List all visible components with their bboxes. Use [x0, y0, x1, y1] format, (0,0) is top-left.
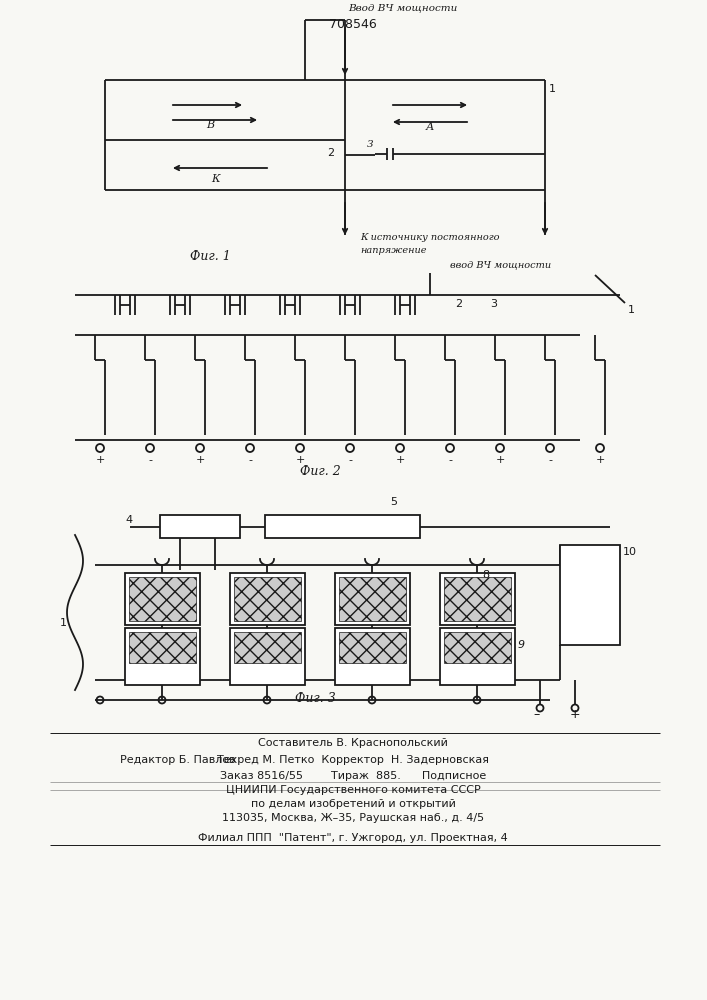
Text: Фиг. 2: Фиг. 2 [300, 465, 341, 478]
Bar [335, 628, 410, 685]
Text: 8: 8 [482, 570, 489, 580]
Text: В: В [206, 120, 214, 130]
Text: Составитель В. Краснопольский: Составитель В. Краснопольский [258, 738, 448, 748]
Text: 4: 4 [125, 515, 132, 525]
Bar [444, 577, 511, 621]
Bar [440, 628, 515, 685]
Text: напряжение: напряжение [360, 246, 426, 255]
Bar [234, 577, 301, 621]
Text: 708546: 708546 [329, 17, 377, 30]
Text: -: - [148, 455, 152, 465]
Text: 1: 1 [628, 305, 635, 315]
Text: Фиг. 1: Фиг. 1 [190, 250, 230, 263]
Text: Ввод ВЧ мощности: Ввод ВЧ мощности [348, 3, 457, 12]
Text: -: - [348, 455, 352, 465]
Text: Филиал ППП  "Патент", г. Ужгород, ул. Проектная, 4: Филиал ППП "Патент", г. Ужгород, ул. Про… [198, 833, 508, 843]
Text: 1: 1 [549, 84, 556, 94]
Text: +: + [496, 455, 505, 465]
Bar [335, 573, 410, 625]
Bar [234, 632, 301, 663]
Bar [230, 628, 305, 685]
Text: +: + [595, 455, 604, 465]
Bar [125, 628, 200, 685]
Bar [125, 573, 200, 625]
Text: К: К [211, 174, 219, 184]
Text: +: + [395, 455, 404, 465]
Bar [339, 577, 406, 621]
Text: 1: 1 [60, 618, 67, 628]
Bar [444, 632, 511, 663]
Text: К источнику постоянного: К источнику постоянного [360, 233, 500, 242]
Text: –: – [534, 708, 540, 721]
Text: 5: 5 [390, 497, 397, 507]
Text: +: + [570, 708, 580, 721]
Bar [339, 632, 406, 663]
Bar [160, 515, 240, 538]
Bar [129, 632, 196, 663]
Bar [129, 577, 196, 621]
Text: 10: 10 [623, 547, 637, 557]
Text: 6: 6 [482, 612, 489, 622]
Text: Заказ 8516/55        Тираж  885.      Подписное: Заказ 8516/55 Тираж 885. Подписное [220, 771, 486, 781]
Text: Фиг. 3: Фиг. 3 [295, 692, 336, 705]
Text: 3: 3 [490, 299, 497, 309]
Text: 3: 3 [367, 140, 373, 149]
Text: А: А [426, 122, 434, 132]
Text: Редактор Б. Павлов: Редактор Б. Павлов [120, 755, 235, 765]
Text: ЦНИИПИ Государственного комитета СССР: ЦНИИПИ Государственного комитета СССР [226, 785, 480, 795]
Text: 2: 2 [455, 299, 462, 309]
Text: Техред М. Петко  Корректор  Н. Задерновская: Техред М. Петко Корректор Н. Задерновска… [217, 755, 489, 765]
Bar [440, 573, 515, 625]
Text: -: - [448, 455, 452, 465]
Text: 7: 7 [482, 583, 489, 593]
Bar [560, 545, 620, 645]
Text: +: + [195, 455, 205, 465]
Text: по делам изобретений и открытий: по делам изобретений и открытий [250, 799, 455, 809]
Text: +: + [296, 455, 305, 465]
Bar [265, 515, 420, 538]
Text: 9: 9 [518, 640, 525, 650]
Text: -: - [548, 455, 552, 465]
Text: +: + [95, 455, 105, 465]
Text: -: - [248, 455, 252, 465]
Text: ввод ВЧ мощности: ввод ВЧ мощности [450, 260, 551, 269]
Text: 113035, Москва, Ж–35, Раушская наб., д. 4/5: 113035, Москва, Ж–35, Раушская наб., д. … [222, 813, 484, 823]
Bar [230, 573, 305, 625]
Text: 2: 2 [327, 148, 334, 158]
